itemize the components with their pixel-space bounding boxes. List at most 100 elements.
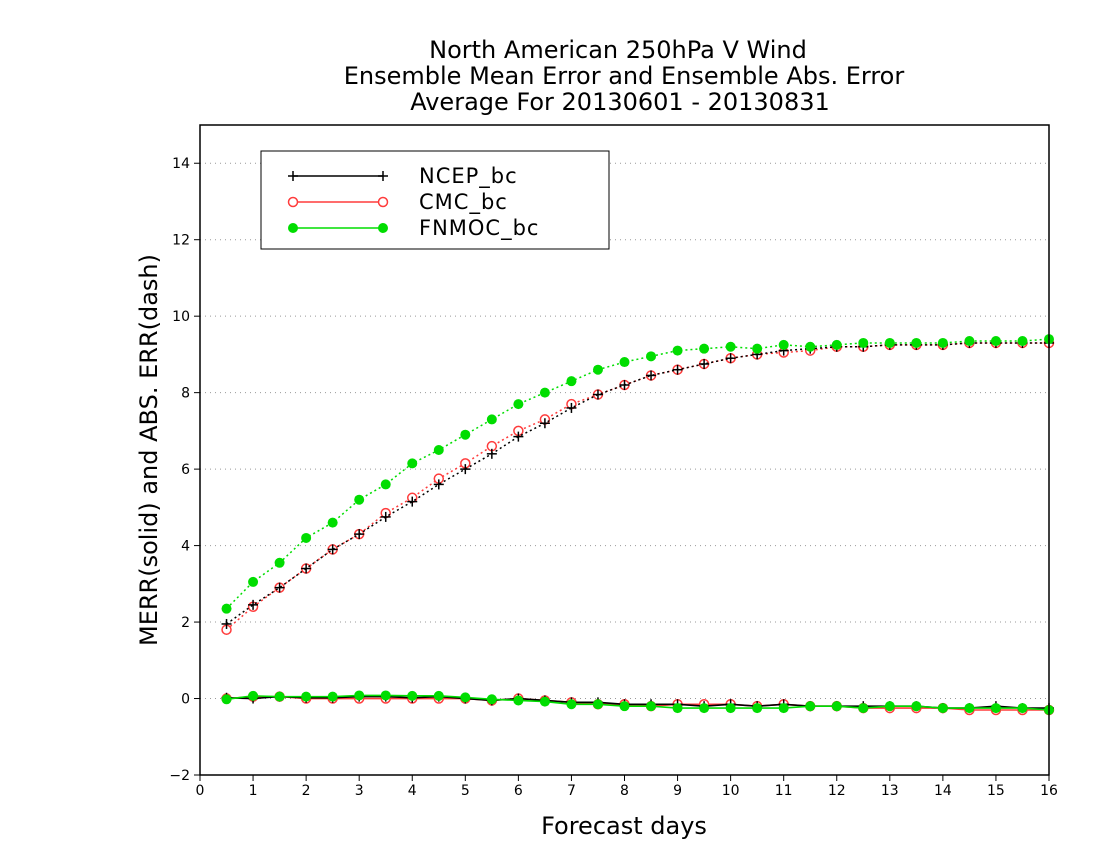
abs-error-point-ncep-bc xyxy=(460,464,471,475)
abs-error-point-ncep-bc xyxy=(539,418,550,429)
mean-error-point-fnmoc-bc xyxy=(407,690,418,701)
x-tick-label: 4 xyxy=(408,783,417,799)
abs-error-point-fnmoc-bc xyxy=(699,343,710,354)
mean-error-point-fnmoc-bc xyxy=(646,701,657,712)
abs-error-point-fnmoc-bc xyxy=(407,458,418,469)
abs-error-point-ncep-bc xyxy=(327,544,338,555)
legend-label: FNMOC_bc xyxy=(419,216,539,241)
abs-error-point-fnmoc-bc xyxy=(486,414,497,425)
abs-error-point-ncep-bc xyxy=(221,618,232,629)
mean-error-point-fnmoc-bc xyxy=(486,694,497,705)
x-tick-label: 14 xyxy=(934,783,952,799)
abs-error-point-fnmoc-bc xyxy=(221,603,232,614)
x-axis-label: Forecast days xyxy=(541,812,707,840)
abs-error-point-ncep-bc xyxy=(274,582,285,593)
legend-item-fnmoc-bc: FNMOC_bc xyxy=(288,216,539,241)
abs-error-point-fnmoc-bc xyxy=(805,341,816,352)
legend-marker xyxy=(288,171,298,181)
chart-title-line-1: North American 250hPa V Wind xyxy=(429,36,807,64)
mean-error-point-fnmoc-bc xyxy=(1017,703,1028,714)
abs-error-point-fnmoc-bc xyxy=(566,376,577,387)
y-tick-label: 4 xyxy=(181,539,190,555)
x-tick-label: 15 xyxy=(987,783,1005,799)
x-tick-label: 6 xyxy=(514,783,523,799)
mean-error-point-fnmoc-bc xyxy=(301,691,312,702)
abs-error-point-fnmoc-bc xyxy=(592,364,603,375)
series-cmc-bc xyxy=(221,337,1055,716)
mean-error-point-fnmoc-bc xyxy=(354,690,365,701)
chart-title-line-3: Average For 20130601 - 20130831 xyxy=(410,88,830,116)
legend-item-cmc-bc: CMC_bc xyxy=(287,190,508,215)
chart-title-line-2: Ensemble Mean Error and Ensemble Abs. Er… xyxy=(344,62,905,90)
abs-error-point-ncep-bc xyxy=(407,496,418,507)
series-layer xyxy=(221,334,1055,716)
y-tick-label: 12 xyxy=(172,233,190,249)
y-tick-label: 0 xyxy=(181,692,190,708)
abs-error-point-ncep-bc xyxy=(354,529,365,540)
abs-error-point-fnmoc-bc xyxy=(646,351,657,362)
mean-error-point-fnmoc-bc xyxy=(778,703,789,714)
y-tick-label: 6 xyxy=(181,462,190,478)
mean-error-point-fnmoc-bc xyxy=(699,703,710,714)
abs-error-point-ncep-bc xyxy=(301,563,312,574)
abs-error-point-ncep-bc xyxy=(513,431,524,442)
abs-error-point-fnmoc-bc xyxy=(964,336,975,347)
abs-error-point-ncep-bc xyxy=(486,448,497,459)
abs-error-line-ncep-bc xyxy=(226,342,1049,625)
abs-error-point-fnmoc-bc xyxy=(513,399,524,410)
x-tick-label: 12 xyxy=(828,783,846,799)
y-tick-label: −2 xyxy=(169,768,190,784)
abs-error-point-fnmoc-bc xyxy=(433,445,444,455)
mean-error-point-fnmoc-bc xyxy=(327,691,338,702)
mean-error-point-fnmoc-bc xyxy=(672,703,683,714)
abs-error-point-ncep-bc xyxy=(433,479,444,490)
mean-error-point-fnmoc-bc xyxy=(937,703,948,714)
mean-error-point-fnmoc-bc xyxy=(460,692,471,703)
abs-error-point-ncep-bc xyxy=(672,364,683,375)
mean-error-point-fnmoc-bc xyxy=(858,703,869,714)
x-tick-label: 7 xyxy=(567,783,576,799)
abs-error-point-fnmoc-bc xyxy=(1017,336,1028,347)
legend-box xyxy=(260,150,610,250)
abs-error-point-ncep-bc xyxy=(699,358,710,369)
legend-item-ncep-bc: NCEP_bc xyxy=(288,164,518,189)
mean-error-point-fnmoc-bc xyxy=(380,690,391,701)
mean-error-point-fnmoc-bc xyxy=(964,703,975,714)
abs-error-point-fnmoc-bc xyxy=(274,557,285,568)
y-tick-label: 10 xyxy=(172,309,190,325)
mean-error-point-fnmoc-bc xyxy=(990,703,1001,714)
x-tick-label: 13 xyxy=(881,783,899,799)
abs-error-point-fnmoc-bc xyxy=(380,479,391,490)
mean-error-point-fnmoc-bc xyxy=(248,690,259,701)
series-ncep-bc xyxy=(221,337,1054,714)
abs-error-point-fnmoc-bc xyxy=(911,337,922,348)
y-tick-label: 14 xyxy=(172,156,190,172)
mean-error-point-fnmoc-bc xyxy=(566,699,577,710)
grid xyxy=(200,162,1049,776)
abs-error-point-ncep-bc xyxy=(566,402,577,413)
legend-label: CMC_bc xyxy=(419,190,508,215)
abs-error-point-fnmoc-bc xyxy=(248,576,259,587)
mean-error-point-fnmoc-bc xyxy=(619,701,630,712)
abs-error-point-fnmoc-bc xyxy=(990,336,1001,347)
x-tick-label: 11 xyxy=(775,783,793,799)
abs-error-point-fnmoc-bc xyxy=(354,494,365,505)
mean-error-point-fnmoc-bc xyxy=(752,703,763,714)
abs-error-point-ncep-bc xyxy=(592,389,603,400)
mean-error-point-fnmoc-bc xyxy=(805,701,816,712)
legend-label: NCEP_bc xyxy=(419,164,518,189)
abs-error-point-fnmoc-bc xyxy=(858,337,869,348)
x-tick-label: 16 xyxy=(1040,783,1058,799)
x-tick-label: 3 xyxy=(355,783,364,799)
mean-error-point-fnmoc-bc xyxy=(539,696,550,707)
abs-error-point-ncep-bc xyxy=(380,511,391,522)
mean-error-point-fnmoc-bc xyxy=(274,691,285,702)
mean-error-point-fnmoc-bc xyxy=(831,701,842,712)
y-axis-label: MERR(solid) and ABS. ERR(dash) xyxy=(135,254,163,646)
abs-error-point-fnmoc-bc xyxy=(619,357,630,368)
abs-error-point-fnmoc-bc xyxy=(831,339,842,350)
abs-error-point-ncep-bc xyxy=(248,599,259,610)
legend-marker xyxy=(288,223,298,233)
